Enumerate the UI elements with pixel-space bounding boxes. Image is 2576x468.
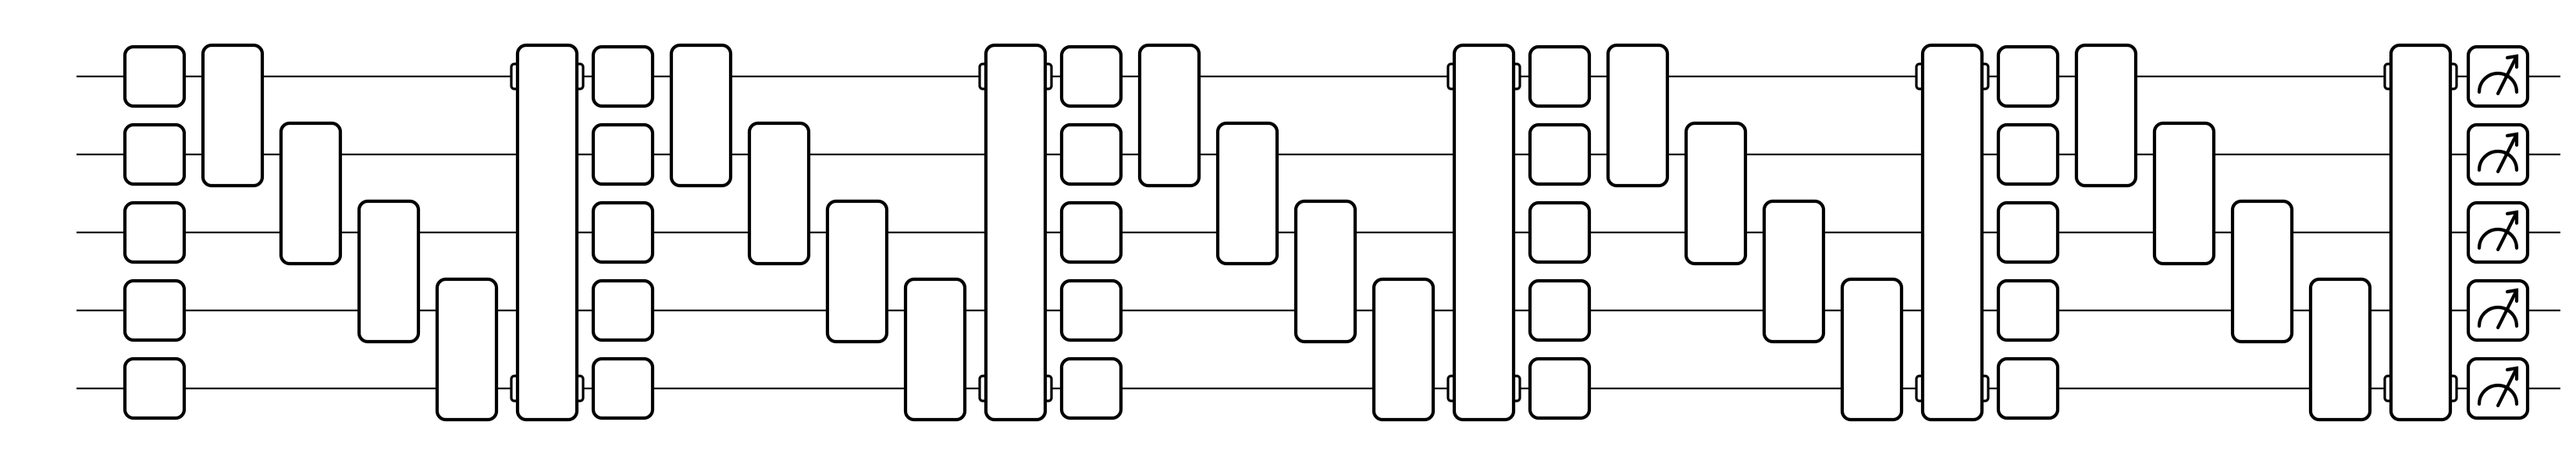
entangler-gate: [1215, 121, 1279, 266]
rotation-gate: [591, 44, 655, 108]
entangler-gate: [201, 43, 265, 188]
measure-icon: [2466, 356, 2530, 420]
rotation-gate: [1996, 356, 2060, 420]
rotation-gate: [1059, 44, 1123, 108]
multi-qubit-gate: [1446, 43, 1521, 422]
entangler-gate: [747, 121, 811, 266]
multi-qubit-gate: [978, 43, 1053, 422]
multi-qubit-gate: [510, 43, 585, 422]
rotation-gate: [1059, 200, 1123, 264]
rotation-gate: [123, 44, 187, 108]
rotation-gate: [1528, 278, 1592, 342]
rotation-gate: [1528, 122, 1592, 186]
rotation-gate: [123, 200, 187, 264]
rotation-gate: [1528, 44, 1592, 108]
entangler-gate: [2308, 277, 2372, 422]
rotation-gate: [591, 122, 655, 186]
entangler-gate: [279, 121, 343, 266]
entangler-gate: [903, 277, 967, 422]
rotation-gate: [1996, 122, 2060, 186]
rotation-gate: [591, 278, 655, 342]
multi-qubit-gate: [2383, 43, 2458, 422]
rotation-gate: [1996, 200, 2060, 264]
rotation-gate: [591, 356, 655, 420]
entangler-gate: [1137, 43, 1201, 188]
multi-qubit-gate: [1915, 43, 1990, 422]
entangler-gate: [435, 277, 499, 422]
rotation-gate: [123, 278, 187, 342]
entangler-gate: [2152, 121, 2216, 266]
rotation-gate: [1528, 356, 1592, 420]
entangler-gate: [1840, 277, 1904, 422]
rotation-gate: [1996, 278, 2060, 342]
entangler-gate: [2230, 199, 2294, 344]
entangler-gate: [1372, 277, 1436, 422]
entangler-gate: [2074, 43, 2138, 188]
rotation-gate: [123, 122, 187, 186]
measure-icon: [2466, 278, 2530, 342]
rotation-gate: [1059, 356, 1123, 420]
measure-icon: [2466, 44, 2530, 108]
measure-icon: [2466, 122, 2530, 186]
entangler-gate: [825, 199, 889, 344]
entangler-gate: [357, 199, 421, 344]
rotation-gate: [1059, 122, 1123, 186]
measure-icon: [2466, 200, 2530, 264]
rotation-gate: [1528, 200, 1592, 264]
rotation-gate: [123, 356, 187, 420]
rotation-gate: [1059, 278, 1123, 342]
entangler-gate: [1762, 199, 1826, 344]
rotation-gate: [591, 200, 655, 264]
entangler-gate: [1293, 199, 1357, 344]
entangler-gate: [1606, 43, 1670, 188]
entangler-gate: [1684, 121, 1748, 266]
rotation-gate: [1996, 44, 2060, 108]
entangler-gate: [669, 43, 733, 188]
